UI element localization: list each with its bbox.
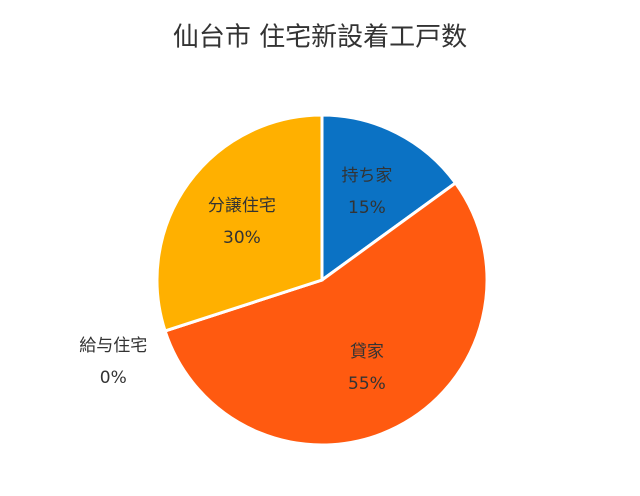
slice-value-label: 55% — [348, 374, 386, 394]
slice-value-label: 30% — [223, 228, 261, 248]
chart-title: 仙台市 住宅新設着工戸数 — [173, 23, 467, 53]
slice-label: 持ち家 — [341, 166, 392, 186]
pie-slice — [320, 113, 458, 283]
slice-label: 給与住宅 — [79, 336, 147, 356]
slice-value-label: 15% — [348, 198, 386, 218]
slice-label: 貸家 — [350, 342, 384, 362]
pie-slice — [163, 180, 489, 447]
slice-label: 分譲住宅 — [208, 196, 276, 216]
pie-slice — [155, 113, 324, 333]
slice-value-label: 0% — [100, 368, 127, 388]
